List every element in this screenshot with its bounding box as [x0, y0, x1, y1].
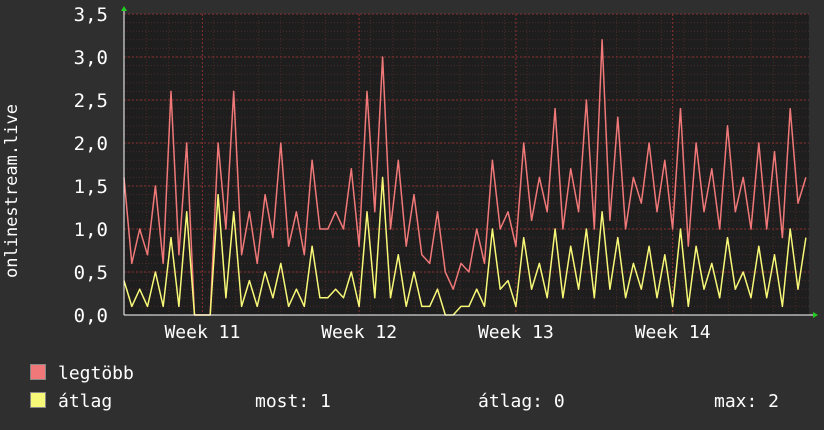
- y-tick-label: 0,0: [74, 305, 108, 327]
- legend-item-max: legtöbb: [30, 362, 134, 386]
- y-tick-label: 1,0: [74, 219, 108, 241]
- legend-swatch-avg: [30, 392, 46, 408]
- y-tick-label: 0,5: [74, 262, 108, 284]
- y-tick-label: 2,5: [74, 90, 108, 112]
- stat-max: max: 2: [714, 391, 780, 412]
- stat-current: most: 1: [255, 391, 331, 412]
- x-tick-label: Week 14: [635, 322, 711, 343]
- y-tick-label: 1,5: [74, 176, 108, 198]
- series-line-avg: [123, 176, 807, 316]
- series-line-max: [123, 39, 807, 316]
- legend-item-avg: átlag: [30, 390, 112, 414]
- x-tick-label: Week 11: [164, 322, 240, 343]
- y-tick-label: 3,0: [74, 47, 108, 69]
- x-tick-label: Week 12: [321, 322, 397, 343]
- x-tick-label: Week 13: [478, 322, 554, 343]
- y-tick-label: 2,0: [74, 133, 108, 155]
- stat-average: átlag: 0: [478, 391, 565, 412]
- y-axis-arrow: [121, 6, 127, 11]
- legend-swatch-max: [30, 364, 46, 380]
- legend-label-avg: átlag: [58, 391, 113, 412]
- y-tick-label: 3,5: [74, 4, 108, 26]
- legend-label-max: legtöbb: [58, 363, 134, 384]
- y-axis-title-text: onlinestream.live: [2, 104, 22, 278]
- x-axis-arrow: [813, 312, 818, 318]
